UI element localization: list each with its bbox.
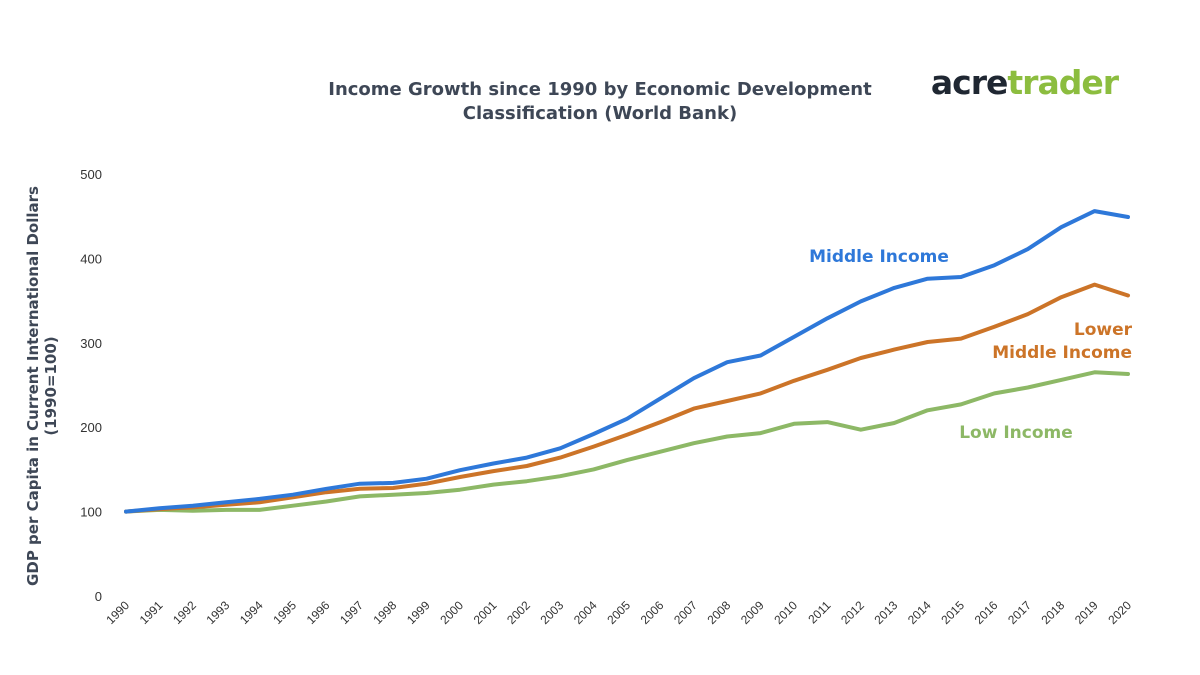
x-tick-label: 2007	[671, 598, 700, 627]
x-tick-label: 2005	[604, 598, 633, 627]
y-axis-label-line-2: (1990=100)	[42, 336, 60, 435]
x-tick-label: 2003	[538, 598, 567, 627]
x-tick-label: 2010	[771, 598, 800, 627]
x-tick-label: 2016	[972, 598, 1001, 627]
series-line-low-income	[124, 370, 1130, 514]
x-axis-ticks: 1990 1991 1992 1993 1994 1995 1996 1997 1998 1999…	[103, 598, 1134, 627]
acretrader-logo: acretrader	[931, 63, 1120, 102]
series-label-lower-middle-income: Middle Income	[992, 343, 1132, 363]
series-labels: Middle Income Lower Middle Income Low Incom…	[809, 247, 1133, 443]
x-tick-label: 2004	[571, 598, 600, 627]
x-tick-label: 2017	[1005, 598, 1034, 627]
x-tick-label: 2000	[437, 598, 466, 627]
x-tick-label: 2018	[1039, 598, 1068, 627]
x-tick-label: 1993	[204, 598, 233, 627]
chart-title-line-2: Classification (World Bank)	[463, 103, 737, 124]
y-axis-label: GDP per Capita in Current International …	[24, 186, 60, 586]
y-axis-label-line-1: GDP per Capita in Current International …	[24, 186, 42, 586]
x-tick-label: 2001	[471, 598, 500, 627]
x-tick-label: 2019	[1072, 598, 1101, 627]
series-label-lower-middle-income: Lower	[1074, 320, 1133, 340]
y-tick-label: 400	[80, 251, 102, 266]
x-tick-label: 1999	[404, 598, 433, 627]
x-tick-label: 1995	[270, 598, 299, 627]
x-tick-label: 2015	[938, 598, 967, 627]
y-axis-ticks: 0 100 200 300 400 500	[80, 167, 102, 604]
x-tick-label: 1991	[137, 598, 166, 627]
series-label-low-income: Low Income	[959, 423, 1073, 443]
x-tick-label: 1994	[237, 598, 266, 627]
y-tick-label: 300	[80, 336, 102, 351]
logo-part-acre: acre	[931, 63, 1008, 102]
series-label-middle-income: Middle Income	[809, 247, 949, 267]
x-tick-label: 1997	[337, 598, 366, 627]
series-lines	[124, 209, 1130, 514]
x-tick-label: 2012	[838, 598, 867, 627]
x-tick-label: 2008	[705, 598, 734, 627]
logo-part-trader: trader	[1007, 63, 1119, 102]
chart-title-line-1: Income Growth since 1990 by Economic Dev…	[328, 79, 872, 100]
y-tick-label: 200	[80, 420, 102, 435]
y-tick-label: 500	[80, 167, 102, 182]
x-tick-label: 1996	[304, 598, 333, 627]
y-tick-label: 0	[95, 589, 102, 604]
x-tick-label: 2011	[805, 598, 833, 626]
x-tick-label: 2013	[872, 598, 901, 627]
series-line-middle-income	[124, 209, 1130, 514]
x-tick-label: 2014	[905, 598, 934, 627]
x-tick-label: 2002	[504, 598, 533, 627]
x-tick-label: 2009	[738, 598, 767, 627]
x-tick-label: 1992	[170, 598, 199, 627]
x-tick-label: 2006	[638, 598, 667, 627]
x-tick-label: 2020	[1105, 598, 1134, 627]
x-tick-label: 1990	[103, 598, 132, 627]
x-tick-label: 1998	[371, 598, 400, 627]
series-line-lower-middle-income	[124, 282, 1130, 514]
y-tick-label: 100	[80, 505, 102, 520]
